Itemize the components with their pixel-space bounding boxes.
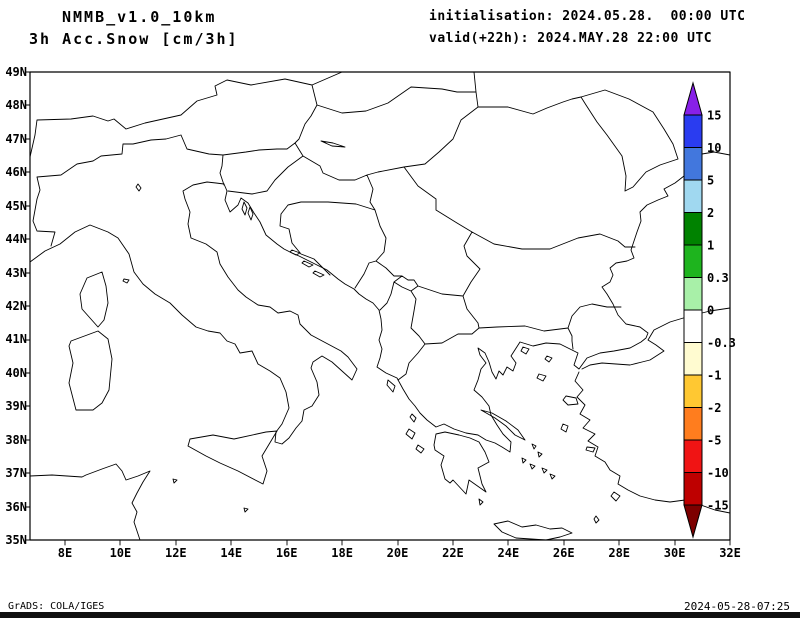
lat-label: 40N [5,365,27,380]
colorbar-segment [683,179,703,213]
lon-label: 32E [719,546,741,560]
colorbar-label: 0 [707,304,714,318]
country-borders [30,72,678,380]
lon-label: 20E [386,546,409,560]
lon-label: 28E [608,546,631,560]
lat-label: 36N [5,499,27,514]
colorbar-segment [683,277,703,311]
colorbar-label: 10 [707,141,721,155]
coastline-adriatic-aegean [224,152,730,452]
colorbar-segment [683,472,703,506]
lat-label: 49N [5,65,27,79]
bottom-bar [0,612,800,618]
colorbar-segment [683,407,703,441]
colorbar-segment [683,212,703,246]
lon-label: 16E [275,546,298,560]
lat-label: 42N [5,299,27,313]
colorbar-label: -0.3 [707,336,736,350]
colorbar: 15 10 5 2 1 0.3 0 -0.3 -1 -2 -5 -10 -15 [683,81,736,539]
lat-label: 44N [5,232,27,247]
creation-timestamp: 2024-05-28-07:25 [684,600,790,613]
colorbar-segment [683,342,703,376]
colorbar-label: 5 [707,174,714,188]
lon-label: 8E [57,546,73,560]
init-time: initialisation: 2024.05.28. 00:00 UTC [429,9,746,24]
lon-label: 10E [109,546,132,560]
colorbar-segment [683,309,703,343]
lat-label: 47N [5,131,27,146]
coastline-turkey-marmara [582,308,730,369]
lat-label: 37N [5,466,27,481]
colorbar-segment [683,114,703,148]
coastline-west-europe-italy [30,182,357,444]
islands [69,141,620,540]
colorbar-bottom-arrow [683,504,703,539]
lon-label: 26E [552,546,575,560]
colorbar-top-arrow [683,81,703,116]
colorbar-segment [683,439,703,473]
lat-label: 46N [5,165,27,180]
colorbar-segment [683,147,703,181]
axis-ticks [25,72,730,545]
lat-label: 41N [5,332,27,347]
colorbar-label: -2 [707,401,721,415]
map-canvas [30,72,730,540]
colorbar-label: 0.3 [707,271,729,285]
lon-label: 12E [164,546,187,560]
lon-label: 24E [497,546,520,560]
lat-label: 39N [5,399,27,414]
grads-credit: GrADS: COLA/IGES [8,601,105,612]
map-frame [30,72,730,540]
colorbar-label: -15 [707,499,729,513]
coastline-turkey-aegean [575,372,730,513]
colorbar-segment [683,374,703,408]
colorbar-label: -1 [707,369,721,383]
lon-label: 30E [663,546,686,560]
lon-label: 14E [220,546,243,560]
colorbar-label: 15 [707,109,721,123]
lat-label: 38N [5,432,27,447]
colorbar-label: 1 [707,239,714,253]
model-title: NMMB_v1.0_10km [62,8,217,26]
coastline-north-africa [30,464,150,540]
colorbar-label: -5 [707,434,721,448]
valid-time: valid(+22h): 2024.MAY.28 22:00 UTC [429,31,713,46]
colorbar-label: 2 [707,206,714,220]
lon-label: 18E [331,546,353,560]
field-title: 3h Acc.Snow [cm/3h] [29,30,239,48]
colorbar-segment [683,244,703,278]
lat-label: 45N [5,198,27,213]
colorbar-label: -10 [707,466,729,480]
lat-label: 48N [5,98,27,113]
lat-label: 35N [5,533,27,548]
lon-label: 22E [442,546,464,560]
lat-label: 43N [5,265,27,280]
